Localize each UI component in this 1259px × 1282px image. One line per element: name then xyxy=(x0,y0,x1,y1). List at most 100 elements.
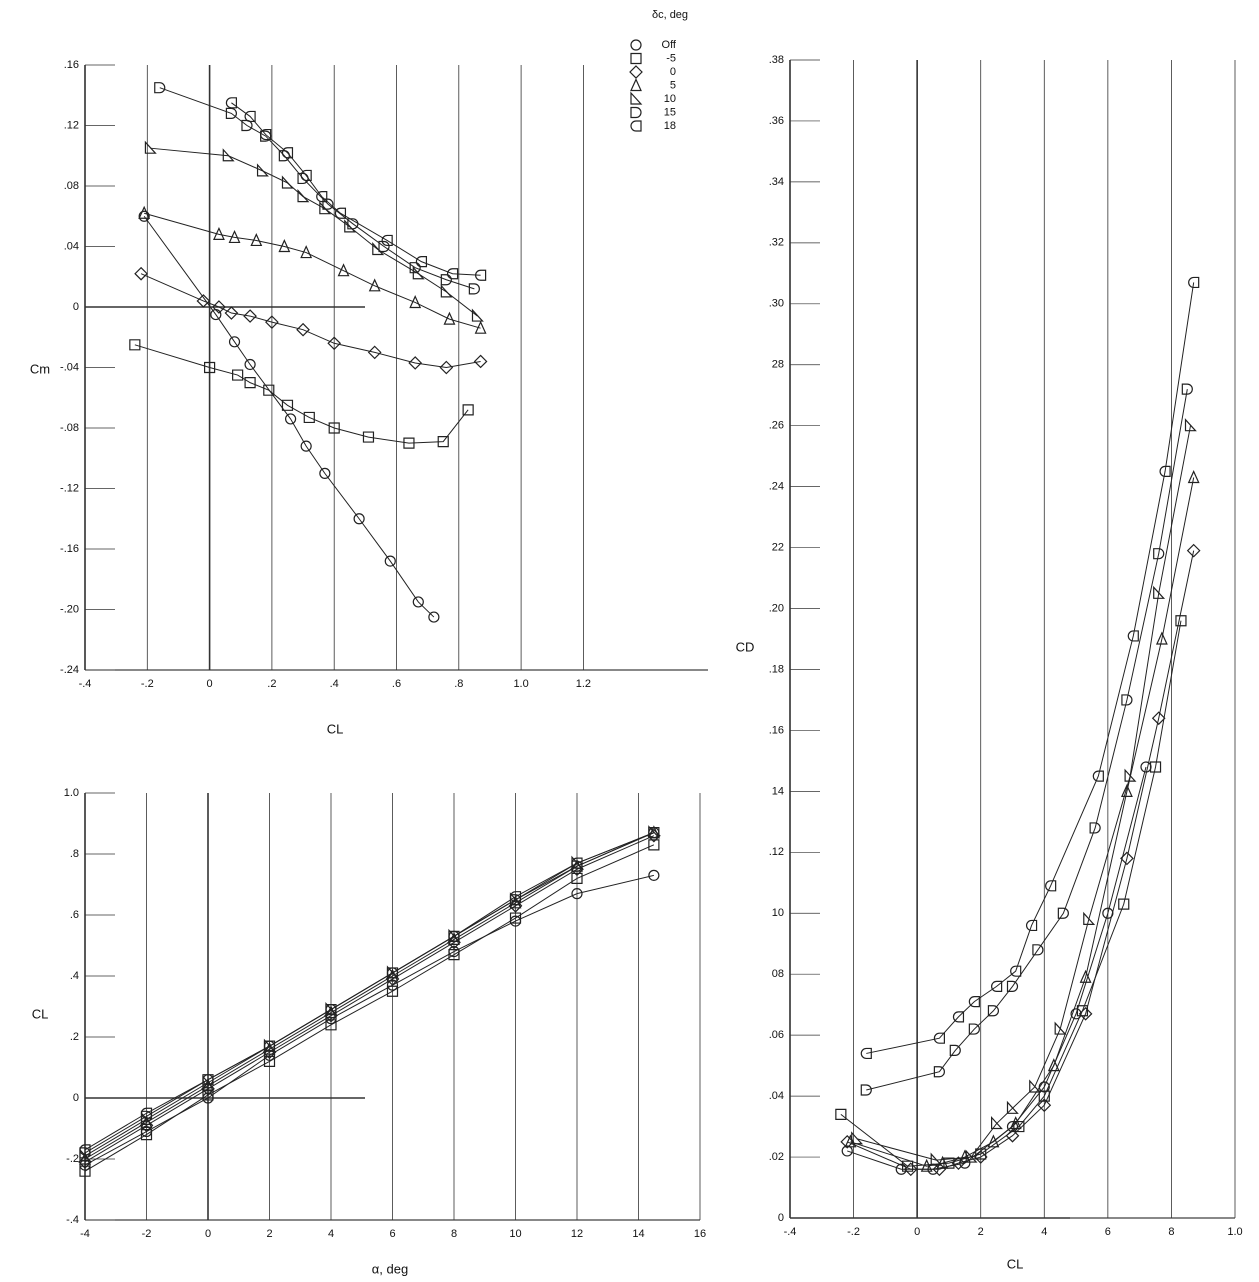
marker xyxy=(1038,1090,1050,1102)
series-line xyxy=(159,87,475,290)
marker xyxy=(154,82,166,94)
marker xyxy=(260,128,272,141)
x-tick-label: 6 xyxy=(1105,1226,1111,1238)
marker xyxy=(344,219,357,233)
y-tick-label: .20 xyxy=(769,602,784,614)
marker xyxy=(932,1162,947,1177)
x-tick-label: 12 xyxy=(571,1228,583,1240)
marker xyxy=(439,360,454,375)
series-line xyxy=(866,282,1195,1054)
y-tick-label: -.2 xyxy=(66,1153,79,1165)
y-tick-label: 0 xyxy=(73,1092,79,1104)
marker xyxy=(475,269,487,281)
marker xyxy=(629,65,643,79)
marker xyxy=(368,278,381,292)
x-axis-label: CL xyxy=(1007,1256,1024,1271)
x-tick-label: -4 xyxy=(80,1228,90,1240)
marker xyxy=(930,1152,943,1166)
y-tick-label: -.08 xyxy=(60,422,79,434)
marker xyxy=(222,148,235,162)
y-tick-label: -.4 xyxy=(66,1214,79,1226)
marker xyxy=(1029,1079,1042,1093)
marker xyxy=(1181,383,1193,395)
y-tick-label: .08 xyxy=(64,180,79,192)
marker xyxy=(228,229,241,244)
marker xyxy=(212,300,226,314)
series-line xyxy=(866,389,1188,1091)
marker xyxy=(1047,1058,1060,1072)
x-tick-label: 1.0 xyxy=(1227,1226,1242,1238)
y-tick-label: 1.0 xyxy=(64,787,79,799)
marker xyxy=(1078,1006,1093,1021)
marker xyxy=(447,268,459,280)
y-tick-label: -.16 xyxy=(60,543,79,555)
marker xyxy=(509,891,522,903)
marker xyxy=(378,240,390,253)
marker xyxy=(140,1107,153,1119)
marker xyxy=(895,1163,907,1175)
marker xyxy=(844,1134,857,1148)
marker xyxy=(347,218,359,230)
marker xyxy=(367,345,382,360)
series-line xyxy=(84,832,655,1160)
marker xyxy=(471,308,484,322)
x-tick-label: -.2 xyxy=(847,1226,860,1238)
marker xyxy=(835,1108,847,1120)
marker xyxy=(648,827,660,839)
legend-label: 5 xyxy=(670,79,676,91)
marker xyxy=(1188,276,1200,289)
legend-label: 10 xyxy=(664,93,676,105)
marker xyxy=(991,1115,1003,1130)
marker xyxy=(129,339,141,351)
marker xyxy=(322,198,334,210)
marker xyxy=(300,245,313,259)
y-tick-label: 0 xyxy=(778,1212,784,1224)
marker xyxy=(281,147,294,159)
y-tick-label: 0 xyxy=(73,301,79,313)
marker xyxy=(468,283,480,295)
legend-label: 15 xyxy=(664,106,676,118)
x-tick-label: -2 xyxy=(142,1228,152,1240)
y-tick-label: -.24 xyxy=(60,664,79,676)
y-tick-label: .24 xyxy=(769,481,784,493)
marker xyxy=(1045,880,1057,892)
marker xyxy=(297,189,310,203)
marker xyxy=(1149,761,1162,773)
x-tick-label: 14 xyxy=(632,1228,644,1240)
x-tick-label: 0 xyxy=(914,1226,920,1238)
marker xyxy=(386,979,399,991)
y-tick-label: .32 xyxy=(769,237,784,249)
marker xyxy=(1153,585,1166,599)
series-line xyxy=(856,425,1191,1161)
marker xyxy=(244,110,256,123)
series-line xyxy=(84,832,655,1157)
marker xyxy=(202,1074,214,1086)
marker xyxy=(1175,615,1187,627)
marker xyxy=(403,437,415,449)
marker xyxy=(1089,822,1101,834)
x-tick-label: 2 xyxy=(266,1228,272,1240)
series-line xyxy=(850,477,1195,1167)
marker xyxy=(386,967,399,979)
marker xyxy=(138,210,150,222)
series-line xyxy=(140,273,481,369)
x-tick-label: 8 xyxy=(1168,1226,1174,1238)
marker xyxy=(841,1145,853,1157)
marker xyxy=(225,107,237,119)
marker xyxy=(225,97,238,109)
marker xyxy=(437,436,449,448)
marker xyxy=(1026,919,1038,932)
marker xyxy=(1092,770,1104,782)
x-tick-label: .6 xyxy=(392,678,401,690)
marker xyxy=(1184,418,1197,432)
marker xyxy=(244,377,256,389)
marker xyxy=(408,356,423,370)
x-tick-label: -.4 xyxy=(784,1226,797,1238)
marker xyxy=(474,320,487,334)
marker xyxy=(316,190,328,203)
marker xyxy=(1118,898,1130,910)
marker xyxy=(415,256,428,268)
marker xyxy=(263,384,275,396)
marker xyxy=(296,322,310,337)
marker xyxy=(384,555,396,567)
